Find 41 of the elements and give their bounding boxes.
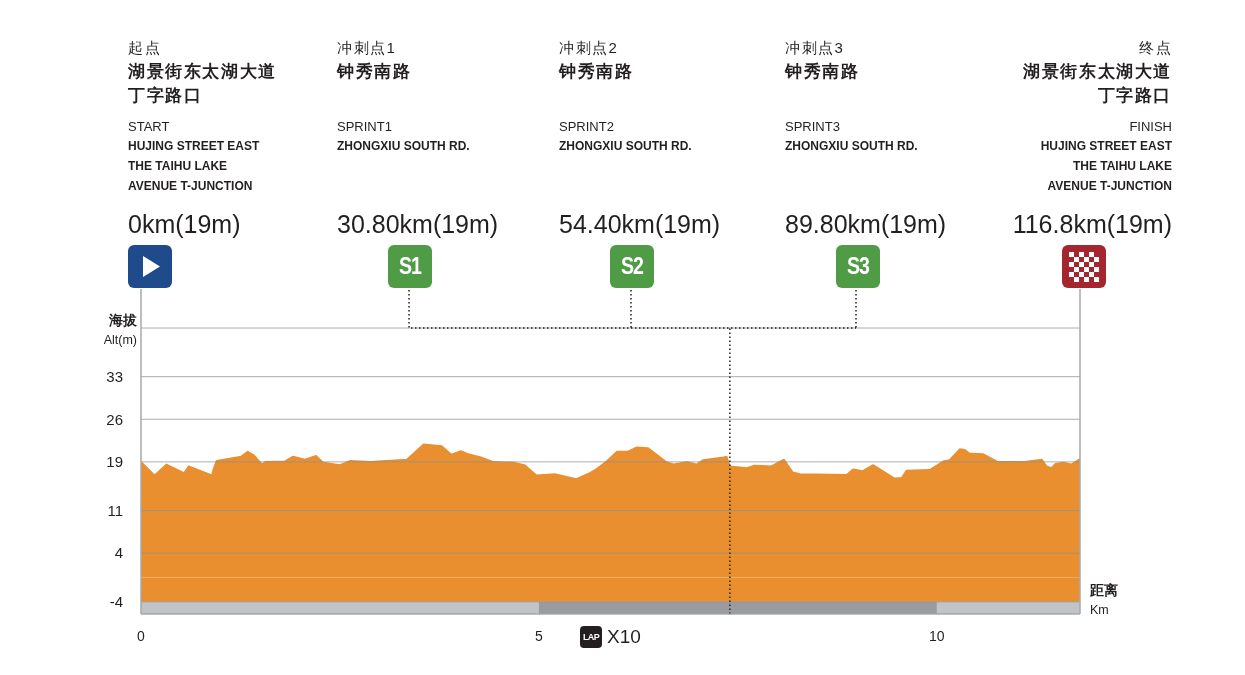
label-badge: S3 [836,245,880,288]
y-tick-label: 11 [107,501,123,519]
text: HUJING STREET EAST THE TAIHU LAKE AVENUE T-JUNCTION [128,138,260,195]
text: 冲刺点2 [559,38,619,58]
x-tick-label: 10 [928,627,945,644]
x-axis-title: 距离 Km [1090,582,1118,617]
text: 钟秀南路 [785,61,861,83]
label-badge: LAP [580,626,602,648]
text: 89.80km(19m) [785,209,947,240]
text: 湖景街东太湖大道丁字路口 [128,61,278,107]
label-badge: S2 [610,245,654,288]
text: START [128,118,170,136]
text: ZHONGXIU SOUTH RD. [785,138,918,155]
text: 钟秀南路 [337,61,413,83]
text: 起点 [128,38,161,58]
y-tick-label: 19 [106,453,123,471]
text: 54.40km(19m) [559,209,721,240]
text: 终点 [1139,38,1172,58]
x-tick-label: 0 [137,627,146,644]
text: SPRINT1 [337,118,392,136]
y-tick-label: 4 [114,544,123,562]
y-tick-label: 33 [106,368,123,386]
label-badge: S1 [388,245,432,288]
text: SPRINT2 [559,118,614,136]
x-tick-label: 5 [534,627,543,644]
text: 116.8km(19m) [1012,209,1172,240]
text: X10 [607,626,641,648]
text: 湖景街东太湖大道丁字路口 [1022,61,1172,107]
text: HUJING STREET EAST THE TAIHU LAKE AVENUE T-JUNCTION [1040,138,1172,195]
text: 冲刺点3 [785,38,845,58]
text: ZHONGXIU SOUTH RD. [559,138,692,155]
text: SPRINT3 [785,118,840,136]
y-tick-label: -4 [109,593,123,611]
y-axis-title: 海拔 Alt(m) [103,312,137,347]
text: 钟秀南路 [559,61,635,83]
text: ZHONGXIU SOUTH RD. [337,138,470,155]
text: 0km(19m) [128,209,241,240]
text: FINISH [1129,118,1172,136]
text: 30.80km(19m) [337,209,499,240]
y-tick-label: 26 [106,410,123,428]
text: 冲刺点1 [337,38,397,58]
